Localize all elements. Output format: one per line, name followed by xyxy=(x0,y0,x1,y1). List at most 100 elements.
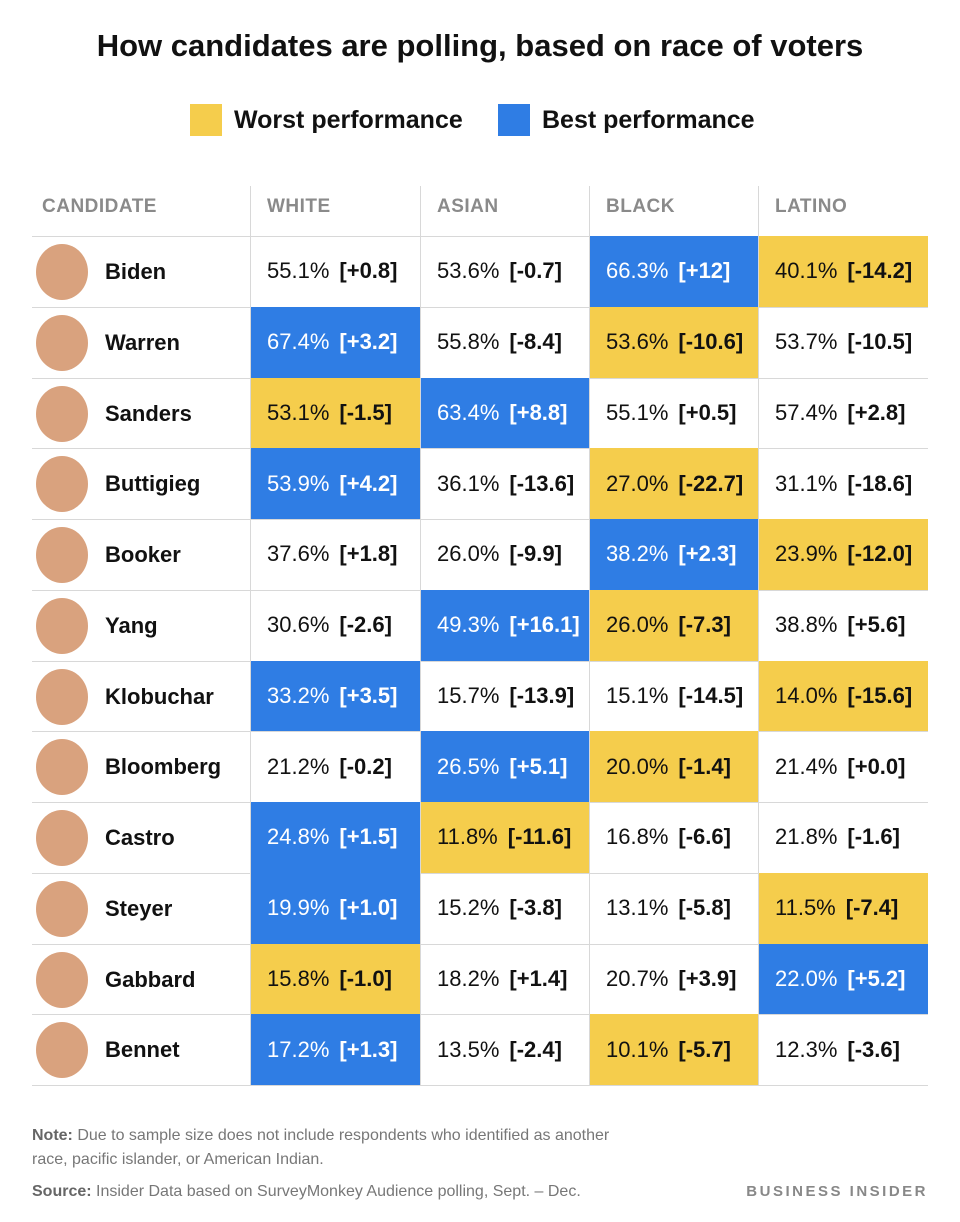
cell-change: [-0.2] xyxy=(339,753,392,779)
cell-value: 38.2% xyxy=(606,541,669,567)
cell-change: [-2.4] xyxy=(509,1036,562,1062)
cell-change: [+1.0] xyxy=(339,895,398,921)
cell-value: 11.5% xyxy=(775,895,836,921)
cell-change: [-12.0] xyxy=(847,541,913,567)
cell-change: [-1.4] xyxy=(678,753,731,779)
cell-value: 15.7% xyxy=(437,682,500,708)
candidate-name: Gabbard xyxy=(105,966,196,992)
cell-value: 53.1% xyxy=(267,399,330,425)
cell: 15.7% [-13.9] xyxy=(420,661,589,732)
cell: 13.1% [-5.8] xyxy=(589,873,758,944)
cell-value: 20.0% xyxy=(606,753,669,779)
cell: 27.0% [-22.7] xyxy=(589,448,758,519)
cell-change: [-6.6] xyxy=(678,824,731,850)
cell: 18.2% [+1.4] xyxy=(420,944,589,1015)
cell-value: 24.8% xyxy=(267,824,330,850)
cell: 22.0% [+5.2] xyxy=(758,943,928,1015)
cell-change: [+1.5] xyxy=(339,824,398,850)
note: Note: Due to sample size does not includ… xyxy=(32,1124,612,1172)
avatar xyxy=(36,739,88,796)
cell: 19.9% [+1.0] xyxy=(250,872,420,944)
grid-line xyxy=(32,306,928,308)
cell-change: [-5.8] xyxy=(678,895,731,921)
cell-change: [-5.7] xyxy=(678,1036,731,1062)
grid-line xyxy=(32,943,928,945)
cell: 38.2% [+2.3] xyxy=(589,519,758,590)
cell: 15.1% [-14.5] xyxy=(589,661,758,732)
cell: 26.0% [-9.9] xyxy=(420,519,589,590)
candidate-name: Bennet xyxy=(105,1037,180,1063)
avatar xyxy=(36,597,88,654)
cell-value: 18.2% xyxy=(437,965,500,991)
cell-change: [+3.5] xyxy=(339,682,398,708)
cell-change: [+1.3] xyxy=(339,1036,398,1062)
candidate-name: Klobuchar xyxy=(105,683,214,709)
cell-value: 66.3% xyxy=(606,258,669,284)
cell: 53.6% [-0.7] xyxy=(420,236,589,307)
cell-change: [-15.6] xyxy=(847,682,913,708)
cell-value: 53.6% xyxy=(437,258,500,284)
cell: 33.2% [+3.5] xyxy=(250,660,420,732)
cell-value: 40.1% xyxy=(775,258,838,284)
cell-value: 26.5% xyxy=(437,753,500,779)
cell: 15.8% [-1.0] xyxy=(250,943,420,1015)
avatar xyxy=(36,668,88,725)
cell-value: 15.2% xyxy=(437,895,500,921)
cell-change: [+0.0] xyxy=(847,753,906,779)
cell: 30.6% [-2.6] xyxy=(250,590,420,661)
cell: 63.4% [+8.8] xyxy=(420,377,589,449)
cell-change: [-13.6] xyxy=(509,470,575,496)
avatar xyxy=(36,880,88,937)
cell-change: [+2.8] xyxy=(847,399,906,425)
candidate-name: Yang xyxy=(105,612,158,638)
cell: 53.7% [-10.5] xyxy=(758,307,928,378)
source: Source: Insider Data based on SurveyMonk… xyxy=(32,1180,581,1204)
cell-value: 37.6% xyxy=(267,541,330,567)
cell: 36.1% [-13.6] xyxy=(420,448,589,519)
cell-value: 63.4% xyxy=(437,399,500,425)
cell-change: [-2.6] xyxy=(339,612,392,638)
avatar xyxy=(36,385,88,442)
cell-value: 15.8% xyxy=(267,965,330,991)
cell: 21.2% [-0.2] xyxy=(250,731,420,802)
grid-line xyxy=(420,186,421,1085)
cell-value: 14.0% xyxy=(775,682,838,708)
avatar xyxy=(36,1022,88,1079)
cell: 11.8% [-11.6] xyxy=(420,802,589,873)
cell: 13.5% [-2.4] xyxy=(420,1014,589,1085)
cell-change: [+0.8] xyxy=(339,258,398,284)
cell-change: [+5.6] xyxy=(847,612,906,638)
legend-label: Worst performance xyxy=(234,106,463,134)
cell-value: 55.1% xyxy=(606,399,669,425)
cell-change: [-22.7] xyxy=(678,470,744,496)
cell: 53.9% [+4.2] xyxy=(250,448,420,519)
cell-change: [+3.9] xyxy=(678,965,737,991)
avatar xyxy=(36,810,88,866)
legend-swatch xyxy=(190,104,222,136)
cell-value: 13.5% xyxy=(437,1036,500,1062)
title: How candidates are polling, based on rac… xyxy=(96,28,864,63)
cell: 11.5% [-7.4] xyxy=(758,872,928,944)
grid-line xyxy=(32,448,928,450)
cell-change: [-1.5] xyxy=(339,399,392,425)
avatar xyxy=(36,951,88,1008)
cell-value: 21.8% xyxy=(775,824,838,850)
cell-value: 17.2% xyxy=(267,1036,330,1062)
cell: 55.1% [+0.5] xyxy=(589,378,758,449)
candidate-name: Steyer xyxy=(105,895,173,921)
cell: 15.2% [-3.8] xyxy=(420,873,589,944)
cell-value: 27.0% xyxy=(606,470,669,496)
grid-line xyxy=(758,186,759,1085)
cell: 26.0% [-7.3] xyxy=(589,589,758,661)
cell-value: 30.6% xyxy=(267,612,330,638)
cell-change: [-18.6] xyxy=(847,470,913,496)
cell-value: 12.3% xyxy=(775,1036,838,1062)
cell-value: 19.9% xyxy=(267,895,330,921)
column-header: BLACK xyxy=(606,196,675,217)
cell: 26.5% [+5.1] xyxy=(420,731,589,802)
cell-value: 20.7% xyxy=(606,965,669,991)
grid-line xyxy=(32,519,928,520)
cell: 53.1% [-1.5] xyxy=(250,377,420,449)
cell-change: [-9.9] xyxy=(509,541,562,567)
cell-change: [-7.3] xyxy=(678,612,731,638)
